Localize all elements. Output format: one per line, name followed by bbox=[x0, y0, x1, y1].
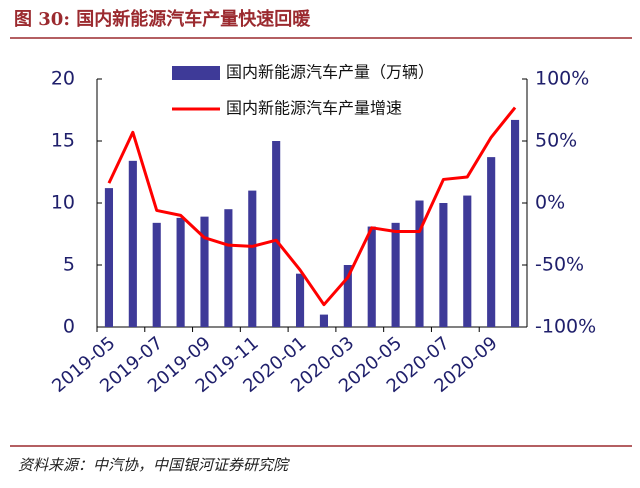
y-tick-label: 20 bbox=[51, 68, 75, 90]
y2-tick-label: -100% bbox=[535, 316, 596, 338]
y2-tick-label: 100% bbox=[535, 68, 589, 90]
bar bbox=[391, 222, 400, 327]
bar bbox=[104, 188, 114, 327]
bar bbox=[487, 157, 496, 327]
bar bbox=[248, 190, 257, 327]
bar bbox=[176, 217, 185, 327]
legend-label: 国内新能源汽车产量（万辆） bbox=[226, 63, 434, 82]
bar bbox=[415, 200, 424, 327]
figure-title: 图 30: 国内新能源汽车产量快速回暖 bbox=[14, 8, 311, 30]
y2-tick-label: 0% bbox=[535, 192, 565, 214]
y-tick-label: 10 bbox=[51, 192, 75, 214]
bar bbox=[367, 226, 376, 327]
bar bbox=[439, 203, 448, 327]
bar bbox=[224, 209, 233, 327]
y2-tick-label: -50% bbox=[535, 254, 584, 276]
bar bbox=[510, 119, 520, 327]
y-tick-label: 15 bbox=[51, 130, 75, 152]
bar bbox=[343, 265, 352, 327]
bar bbox=[319, 314, 329, 327]
bar bbox=[295, 273, 305, 327]
source-note: 资料来源：中汽协，中国银河证券研究院 bbox=[18, 456, 290, 474]
bar bbox=[272, 141, 281, 327]
y-tick-label: 5 bbox=[63, 254, 75, 276]
y-tick-label: 0 bbox=[63, 316, 75, 338]
growth-line bbox=[107, 106, 517, 307]
y2-tick-label: 50% bbox=[535, 130, 577, 152]
bar bbox=[128, 160, 137, 327]
legend-label: 国内新能源汽车产量增速 bbox=[226, 99, 402, 118]
bar bbox=[152, 222, 161, 327]
bar bbox=[463, 195, 472, 327]
legend-swatch bbox=[172, 66, 220, 80]
bar bbox=[200, 216, 209, 327]
